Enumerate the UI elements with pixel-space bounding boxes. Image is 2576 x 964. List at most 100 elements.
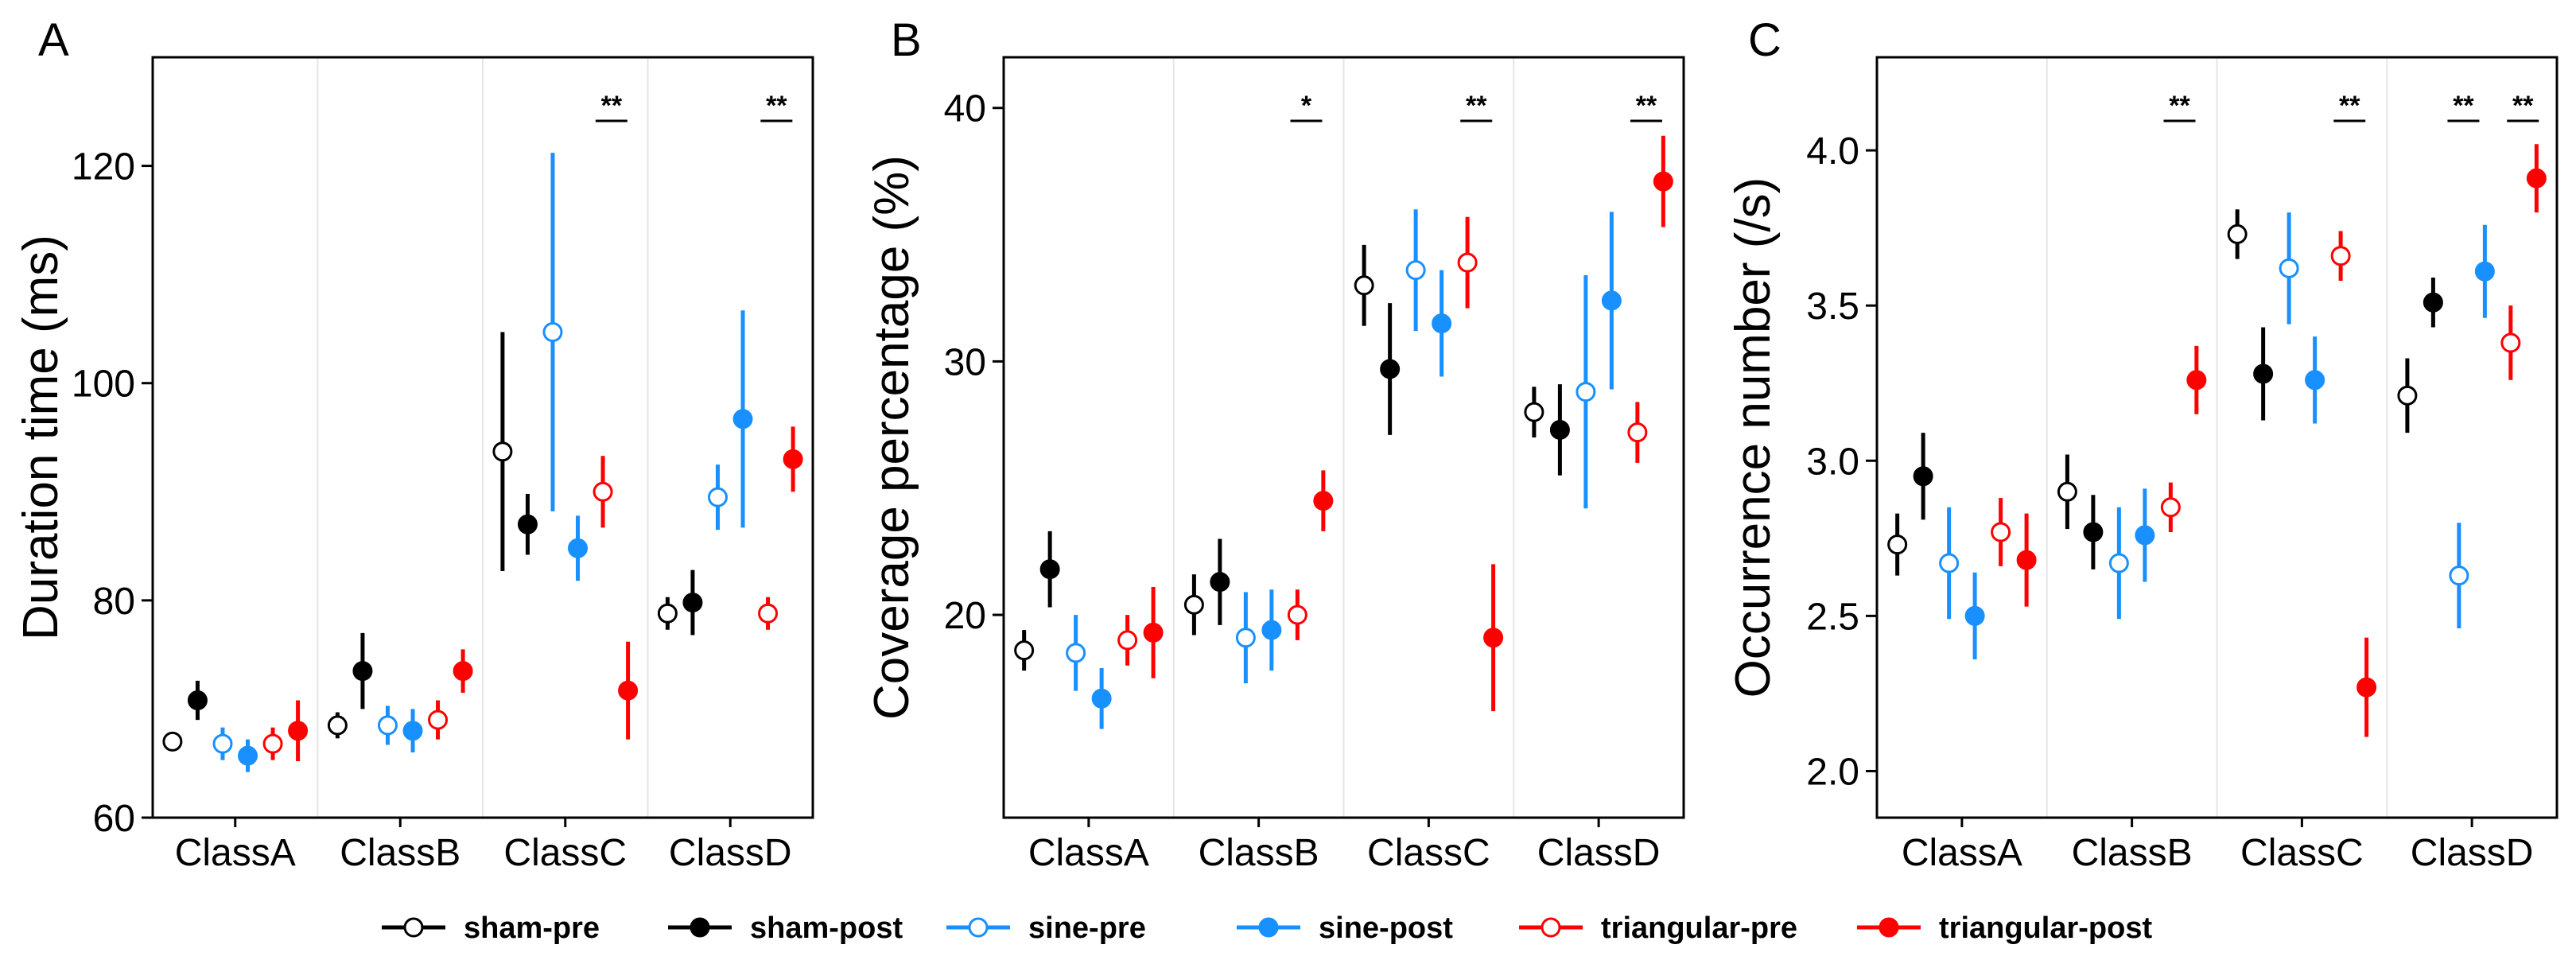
y-tick-label: 100	[72, 363, 135, 406]
data-point	[1887, 534, 1908, 555]
data-point	[618, 680, 639, 701]
data-point	[517, 514, 538, 534]
legend-marker	[1879, 917, 1899, 938]
data-point	[1627, 422, 1648, 443]
panel-A: 60 80 100 120 ClassA ClassB ClassC ClassD A Durat…	[14, 14, 814, 874]
data-point	[352, 661, 373, 682]
legend-label: sham-post	[750, 912, 903, 945]
data-point	[2160, 497, 2181, 518]
x-tick-label: ClassD	[1537, 832, 1661, 874]
data-point	[212, 733, 233, 754]
data-point	[1653, 171, 1673, 192]
x-tick-label: ClassD	[2411, 832, 2534, 874]
legend-marker	[1541, 917, 1561, 938]
panel-letter: B	[891, 14, 922, 66]
significance-marker: **	[2453, 91, 2474, 121]
data-point	[1117, 630, 1138, 651]
data-point	[1457, 252, 1478, 273]
y-axis-label: Occurrence number (/s)	[1726, 177, 1781, 698]
data-point	[1091, 688, 1112, 709]
data-point	[732, 409, 753, 430]
y-tick-label: 80	[93, 581, 135, 623]
data-point	[453, 661, 473, 682]
data-point	[2397, 385, 2418, 406]
data-point	[1991, 522, 2011, 542]
data-point	[1183, 594, 1204, 615]
data-point	[1524, 402, 1544, 422]
data-point	[2330, 246, 2351, 266]
data-point	[783, 449, 803, 469]
data-point	[1354, 275, 1374, 296]
significance-marker: **	[1466, 91, 1487, 121]
data-point	[1939, 553, 1960, 573]
data-point	[1210, 572, 1230, 593]
x-tick-label: ClassD	[669, 832, 792, 874]
legend-label: sine-pre	[1028, 912, 1146, 945]
x-tick-label: ClassC	[1367, 832, 1490, 874]
legend-marker	[690, 917, 710, 938]
panel-C: 2.0 2.5 3.0 3.5 4.0 ClassA ClassB ClassC ClassD C…	[1726, 14, 2559, 874]
data-point	[1432, 313, 1452, 334]
significance-marker: **	[766, 91, 787, 121]
data-point	[1380, 359, 1401, 379]
legend-label: triangular-post	[1939, 912, 2152, 945]
plot-frame	[151, 56, 814, 819]
data-point	[2186, 370, 2207, 391]
data-point	[2016, 550, 2037, 570]
data-point	[2305, 370, 2325, 391]
y-tick-label: 40	[944, 88, 986, 130]
data-point	[327, 715, 348, 736]
y-axis-label: Duration time (ms)	[14, 235, 68, 640]
x-tick-label: ClassB	[1199, 832, 1319, 874]
x-tick-label: ClassB	[340, 832, 460, 874]
data-point	[1039, 559, 1060, 580]
data-point	[238, 745, 258, 766]
legend-marker	[1258, 917, 1279, 938]
significance-marker: *	[1301, 91, 1312, 121]
data-point	[1066, 643, 1086, 663]
data-point	[1913, 466, 1933, 487]
legend-label: sine-post	[1319, 912, 1453, 945]
x-tick-label: ClassA	[1902, 832, 2022, 874]
plot-frame	[1875, 56, 2559, 819]
data-point	[657, 603, 678, 624]
data-point	[1601, 290, 1622, 311]
data-point	[1964, 605, 1985, 626]
significance-marker: **	[2512, 91, 2534, 121]
y-tick-label: 3.0	[1806, 441, 1859, 483]
y-tick-label: 2.0	[1806, 751, 1859, 793]
y-tick-label: 2.5	[1806, 596, 1859, 638]
data-point	[2108, 553, 2129, 573]
y-tick-label: 60	[93, 798, 135, 840]
data-point	[1576, 382, 1596, 402]
legend-label: triangular-pre	[1601, 912, 1797, 945]
y-tick-label: 3.5	[1806, 286, 1859, 328]
significance-marker: **	[2169, 91, 2190, 121]
data-point	[262, 733, 283, 754]
data-point	[428, 709, 449, 730]
panel-B: 20 30 40 ClassA ClassB ClassC ClassD B Coverage …	[864, 14, 1685, 874]
legend-marker	[403, 917, 424, 938]
data-point	[1014, 640, 1035, 661]
data-point	[2083, 522, 2104, 542]
x-tick-label: ClassA	[175, 832, 296, 874]
data-point	[2500, 332, 2521, 353]
y-axis-label: Coverage percentage (%)	[864, 155, 919, 720]
data-point	[2135, 525, 2155, 546]
data-point	[1483, 628, 1504, 648]
data-point	[492, 441, 513, 462]
data-point	[2423, 292, 2443, 313]
significance-marker: **	[1636, 91, 1657, 121]
legend-marker	[968, 917, 989, 938]
legend: sham-pre sham-post sine-pre sine-post triang…	[382, 912, 2152, 945]
data-point	[2279, 258, 2299, 278]
x-tick-label: ClassA	[1028, 832, 1149, 874]
data-point	[707, 487, 728, 507]
y-tick-label: 30	[944, 341, 986, 383]
data-point	[1405, 260, 1426, 281]
x-tick-label: ClassC	[2240, 832, 2364, 874]
plot-frame	[1002, 56, 1685, 819]
data-point	[2057, 481, 2077, 502]
data-point	[1143, 622, 1164, 643]
data-point	[1313, 491, 1334, 511]
